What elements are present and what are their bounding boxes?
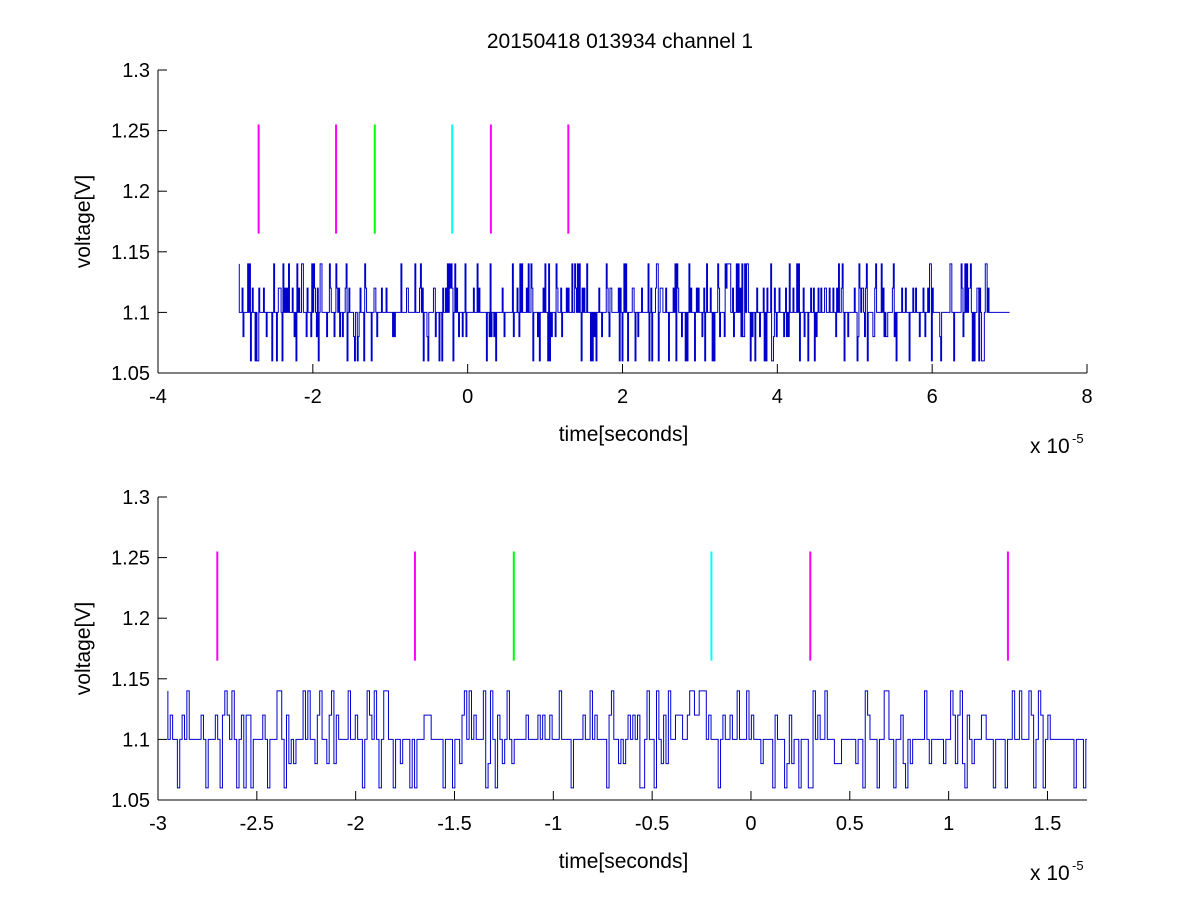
x-multiplier: x 10: [1030, 862, 1070, 885]
figure-title: 20150418 013934 channel 1: [487, 30, 753, 53]
x-tick-label: 0: [462, 386, 473, 408]
x-tick-label: 1: [943, 813, 954, 835]
x-tick-label: 2: [617, 386, 628, 408]
x-multiplier-exponent: -5: [1072, 858, 1084, 873]
y-tick-label: 1.15: [111, 669, 150, 691]
y-tick-label: 1.1: [122, 302, 150, 324]
y-axis-label: voltage[V]: [72, 602, 95, 695]
x-axis-label: time[seconds]: [559, 850, 689, 873]
x-tick-label: -4: [149, 386, 167, 408]
x-multiplier-exponent: -5: [1072, 431, 1084, 446]
y-tick-label: 1.1: [122, 729, 150, 751]
x-tick-label: 0: [745, 813, 756, 835]
x-tick-label: -2.5: [240, 813, 274, 835]
x-tick-label: -2: [347, 813, 365, 835]
x-tick-label: 8: [1081, 386, 1092, 408]
x-tick-label: -1.5: [437, 813, 471, 835]
x-tick-label: -1: [544, 813, 562, 835]
voltage-trace: [167, 690, 1087, 789]
x-tick-label: -2: [304, 386, 322, 408]
x-axis-label: time[seconds]: [559, 423, 689, 446]
y-tick-label: 1.25: [111, 121, 150, 143]
x-tick-label: 6: [927, 386, 938, 408]
x-tick-label: 4: [772, 386, 783, 408]
x-multiplier: x 10: [1030, 435, 1070, 458]
y-tick-label: 1.05: [111, 363, 150, 385]
y-tick-label: 1.2: [122, 608, 150, 630]
y-tick-label: 1.3: [122, 60, 150, 82]
y-tick-label: 1.2: [122, 181, 150, 203]
y-tick-label: 1.3: [122, 487, 150, 509]
voltage-trace: [238, 263, 1010, 362]
x-tick-label: 0.5: [836, 813, 864, 835]
y-tick-label: 1.15: [111, 242, 150, 264]
x-tick-label: -3: [149, 813, 167, 835]
x-tick-label: -0.5: [635, 813, 669, 835]
y-axis-label: voltage[V]: [72, 175, 95, 268]
y-tick-label: 1.25: [111, 548, 150, 570]
y-tick-label: 1.05: [111, 790, 150, 812]
x-tick-label: 1.5: [1034, 813, 1062, 835]
top-axes: -4 -2 0 2 4 6 8 1.05 1.1 1.15 1.2 1.25 1.3 time[secon…: [72, 60, 1093, 458]
bottom-axes: -3 -2.5 -2 -1.5 -1 -0.5 0 0.5 1 1.5 1.05 1.1 1.15 1.2…: [72, 487, 1087, 885]
